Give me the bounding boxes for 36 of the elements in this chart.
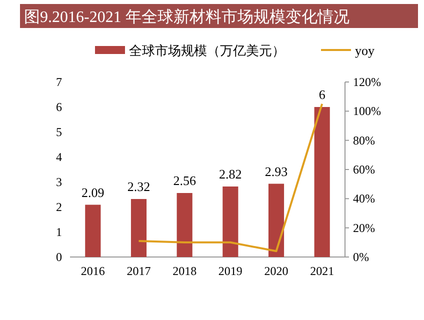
y-tick-label: 2 xyxy=(56,200,62,214)
x-tick-label: 2018 xyxy=(172,264,197,278)
x-tick-label: 2016 xyxy=(80,264,105,278)
x-tick-label: 2021 xyxy=(310,264,334,278)
bar xyxy=(222,186,238,257)
x-tick-label: 2020 xyxy=(264,264,288,278)
bar xyxy=(85,204,101,257)
y2-tick-label: 40% xyxy=(353,192,375,206)
bar xyxy=(176,193,192,257)
data-label: 2.93 xyxy=(264,164,288,179)
y-tick-label: 5 xyxy=(56,125,62,139)
y2-tick-label: 120% xyxy=(353,75,381,89)
data-label: 2.82 xyxy=(219,166,242,182)
legend-label: yoy xyxy=(355,43,375,58)
y2-tick-label: 80% xyxy=(353,133,375,148)
legend-label: 全球市场规模（万亿美元） xyxy=(129,43,285,58)
y-tick-label: 7 xyxy=(56,75,62,89)
y2-tick-label: 0% xyxy=(353,250,369,264)
chart-title: 图9.2016-2021 年全球新材料市场规模变化情况 xyxy=(24,8,350,26)
y-tick-label: 6 xyxy=(56,100,62,114)
x-tick-label: 2019 xyxy=(218,264,242,278)
y2-tick-label: 60% xyxy=(353,162,375,176)
y-tick-label: 0 xyxy=(56,250,62,264)
bar xyxy=(130,199,147,257)
y2-tick-label: 100% xyxy=(353,104,381,118)
y2-tick-label: 20% xyxy=(353,220,375,235)
x-tick-label: 2017 xyxy=(126,264,151,278)
bar xyxy=(268,184,284,257)
y-tick-label: 4 xyxy=(56,150,62,164)
data-label: 2.56 xyxy=(173,173,196,188)
bar xyxy=(314,107,330,257)
data-label: 2.09 xyxy=(82,184,104,200)
data-label: 6 xyxy=(318,87,326,102)
y-tick-label: 3 xyxy=(56,175,62,189)
data-label: 2.32 xyxy=(127,179,150,194)
y-tick-label: 1 xyxy=(56,225,62,239)
